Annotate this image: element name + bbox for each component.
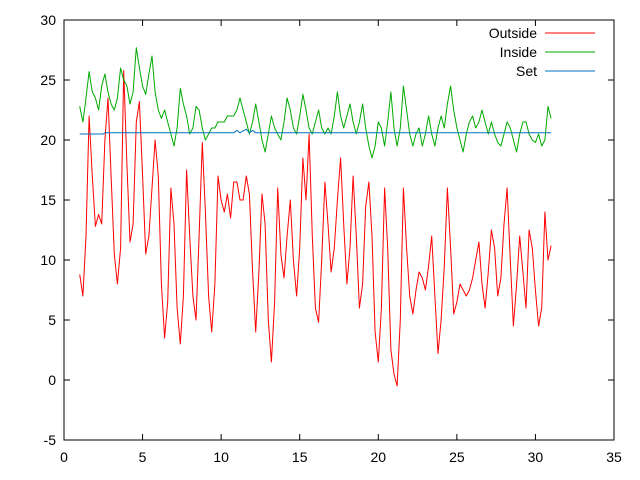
series-line-inside: [79, 47, 552, 159]
y-tick-label: 0: [48, 372, 56, 388]
y-tick-label: 20: [40, 132, 56, 148]
y-tick-label: -5: [44, 432, 57, 448]
plot-frame: [63, 19, 615, 441]
legend-label-outside: Outside: [489, 25, 537, 41]
legend-label-inside: Inside: [500, 44, 538, 60]
x-tick-label: 0: [60, 449, 68, 465]
x-tick-label: 15: [292, 449, 308, 465]
y-tick-label: 25: [40, 72, 56, 88]
legend-label-set: Set: [516, 63, 537, 79]
x-tick-label: 30: [528, 449, 544, 465]
y-tick-label: 10: [40, 252, 56, 268]
x-tick-label: 20: [370, 449, 386, 465]
x-tick-label: 10: [213, 449, 229, 465]
series-line-set: [79, 128, 552, 135]
y-tick-label: 5: [48, 312, 56, 328]
x-tick-label: 5: [139, 449, 147, 465]
x-tick-label: 35: [606, 449, 622, 465]
legend: Outside Inside Set: [489, 25, 595, 79]
series-line-outside: [79, 69, 552, 387]
x-tick-label: 25: [449, 449, 465, 465]
y-tick-label: 30: [40, 12, 56, 28]
y-tick-label: 15: [40, 192, 56, 208]
